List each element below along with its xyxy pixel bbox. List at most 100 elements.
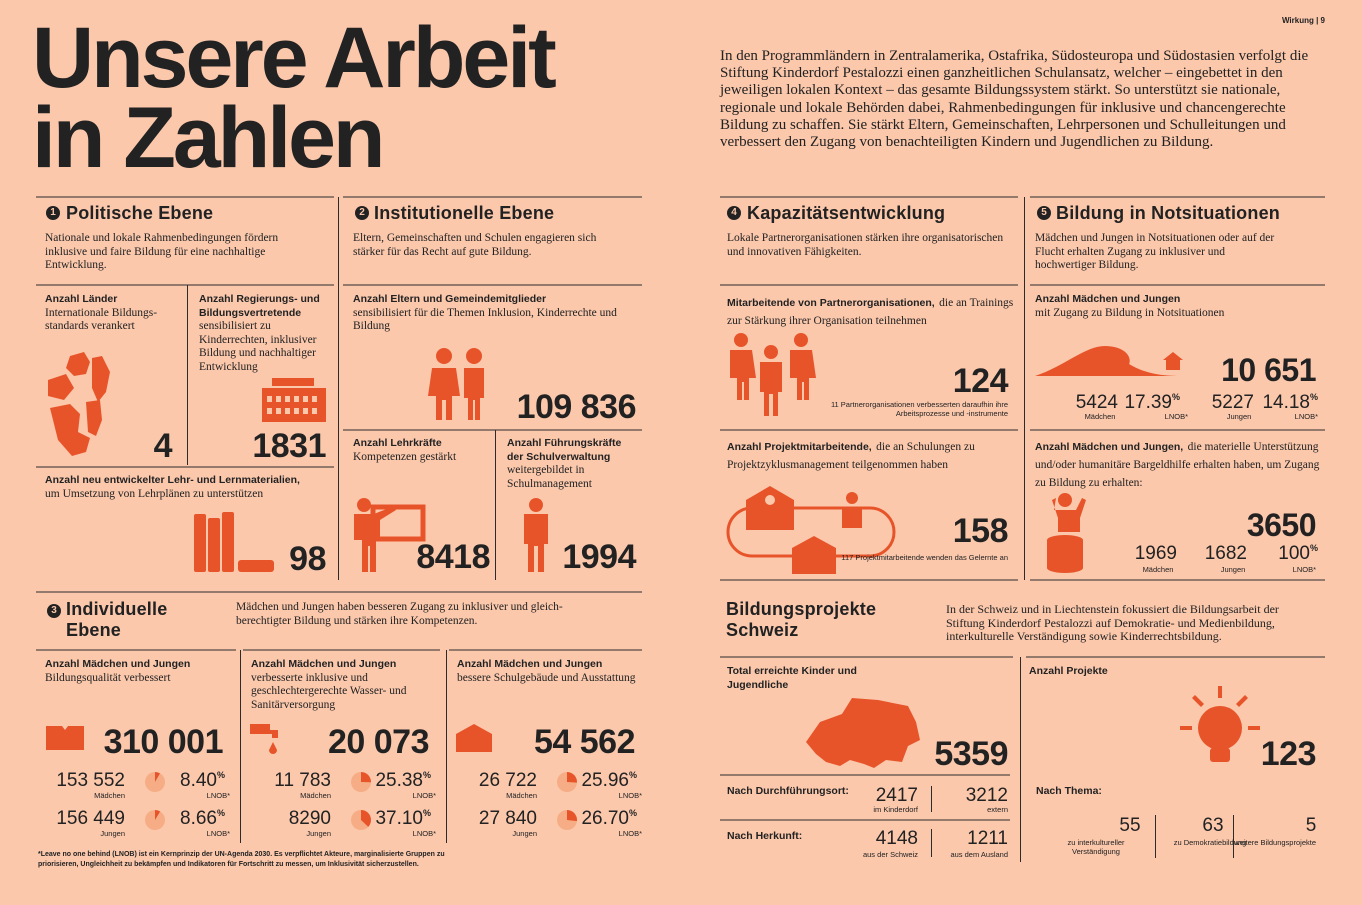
sub-label: zu interkultureller Verständigung: [1067, 838, 1125, 856]
lnob-share: 25.96%: [537, 770, 637, 792]
stat-title: Anzahl Mädchen und Jungen,: [1035, 441, 1184, 453]
rect: [285, 408, 290, 414]
rect: [276, 396, 281, 402]
lnob-label: LNOB*: [618, 829, 642, 838]
lnob-label: LNOB*: [412, 829, 436, 838]
sub-value: 63: [1202, 815, 1224, 836]
section-description: Mädchen und Jungen in Notsituationen ode…: [1035, 232, 1275, 271]
div: Anzahl Mädchen und Jungen mit Zugang zu B…: [1035, 293, 1315, 320]
section-number: 4: [727, 206, 741, 220]
group-label: Jungen: [100, 829, 125, 838]
group-label: Mädchen: [506, 791, 537, 800]
stat-value: 8418: [416, 538, 490, 576]
section-title: Bildungsprojekte Schweiz: [726, 599, 877, 640]
path: [92, 356, 110, 402]
rect: [294, 408, 299, 414]
section-title: Kapazitätsentwicklung: [747, 203, 946, 223]
stat-text: die materielle Unter­stützung und/oder h…: [1035, 441, 1320, 489]
stat-value: 1994: [562, 538, 636, 576]
stat-value: 10 651: [1221, 352, 1316, 388]
path: [790, 350, 816, 400]
span: 14.18: [1262, 392, 1310, 413]
rect: [294, 396, 299, 402]
stat-text: die an Trainings zur Stärkung ihrer Orga…: [727, 297, 1014, 327]
stat-title: Anzahl Lehrkräfte: [353, 437, 442, 449]
stat-text: die an Schulungen zu Projektzyklusmanage…: [727, 441, 975, 471]
stat-title: Anzahl Mädchen und Jungen: [1035, 293, 1181, 305]
span: 17.39: [1124, 392, 1172, 413]
stat-title: Anzahl Projektmitarbeitende,: [727, 441, 872, 453]
lnob-share: 37.10%: [331, 808, 431, 830]
rect: [1210, 748, 1230, 762]
rect: [285, 396, 290, 402]
stat-value: 158: [952, 512, 1009, 550]
lnob-text: %: [216, 770, 225, 780]
span: 100: [1278, 543, 1310, 564]
section-title: Institutionelle Ebene: [374, 203, 555, 223]
path: [66, 352, 90, 376]
stat-title: Anzahl neu entwickelter Lehr- und Lernma…: [45, 474, 300, 486]
unit: %: [1171, 392, 1180, 402]
rect: [222, 512, 234, 572]
sub-value: 1211: [967, 828, 1008, 849]
sub-label: aus dem Ausland: [950, 850, 1008, 859]
section3-icons: [46, 724, 492, 754]
page-title: in Zahlen: [32, 90, 385, 186]
path: [1035, 346, 1189, 376]
circle: [1058, 493, 1072, 507]
circle: [529, 498, 543, 512]
stat-text: um Umsetzung von Lehrplänen zu unterstüt…: [45, 487, 264, 500]
stat-title: Anzahl Projekte: [1029, 665, 1108, 677]
rect: [272, 378, 314, 386]
group-label: Jungen: [306, 829, 331, 838]
rect: [1180, 726, 1192, 730]
pie-slice: [155, 810, 161, 820]
rect: [303, 408, 308, 414]
sub-label: weitere Bildungs­projekte: [1234, 838, 1316, 847]
lnob-share: 26.70%: [537, 808, 637, 830]
map-icon: [48, 352, 110, 456]
teacher-icon: [354, 498, 426, 572]
icon: [846, 492, 858, 504]
section-title: Bildung in Notsituationen: [1056, 203, 1280, 223]
sub-label: im Kinderdorf: [873, 805, 918, 814]
sub-label: LNOB*: [1292, 565, 1316, 574]
stat-value: 54 562: [534, 723, 636, 761]
circle: [466, 348, 482, 364]
icon: [792, 536, 836, 574]
g: [267, 396, 317, 414]
lnob-text: 25.38: [375, 770, 423, 791]
sub-label: LNOB*: [1294, 412, 1318, 421]
rect: [276, 408, 281, 414]
circle: [734, 333, 748, 347]
leader-icon: [524, 498, 548, 572]
path: [1192, 695, 1204, 707]
group-value: 11 783: [274, 770, 331, 791]
group-value: 153 552: [56, 770, 125, 791]
sub-label: Mädchen: [1142, 565, 1174, 574]
stat-title: Anzahl Regierungs- und Bildungsvertreten…: [199, 293, 320, 319]
stat-title: Total erreichte Kinder und Jugendliche: [727, 665, 857, 691]
pie-slice: [567, 810, 577, 822]
sub-label: Jungen: [1226, 412, 1252, 421]
stat-value: 124: [952, 362, 1009, 400]
section-description: In der Schweiz und in Liechtenstein foku…: [946, 602, 1279, 643]
stat-title: Anzahl Führungskräfte der Schulverwaltun…: [507, 437, 622, 463]
lnob-label: LNOB*: [412, 791, 436, 800]
lnob-text: %: [628, 770, 637, 780]
sub-label: aus der Schweiz: [862, 850, 918, 859]
sub-value: 1682: [1204, 543, 1247, 564]
sub-value: 1969: [1134, 543, 1177, 564]
div: Anzahl Projektmitarbeitende, die an Schu…: [727, 437, 1017, 473]
sub-label: zu Demokratie­bildung: [1173, 838, 1247, 847]
sub-value: 5227: [1211, 392, 1254, 413]
div: Anzahl Führungskräfte der Schulverwaltun…: [507, 437, 637, 491]
lnob-label: LNOB*: [206, 829, 230, 838]
rect: [1166, 358, 1180, 370]
rect: [262, 388, 326, 422]
icon: [250, 724, 278, 738]
staff-icon: [730, 333, 816, 416]
parents-icon: [428, 348, 484, 420]
sub-value: 2417: [875, 785, 918, 806]
